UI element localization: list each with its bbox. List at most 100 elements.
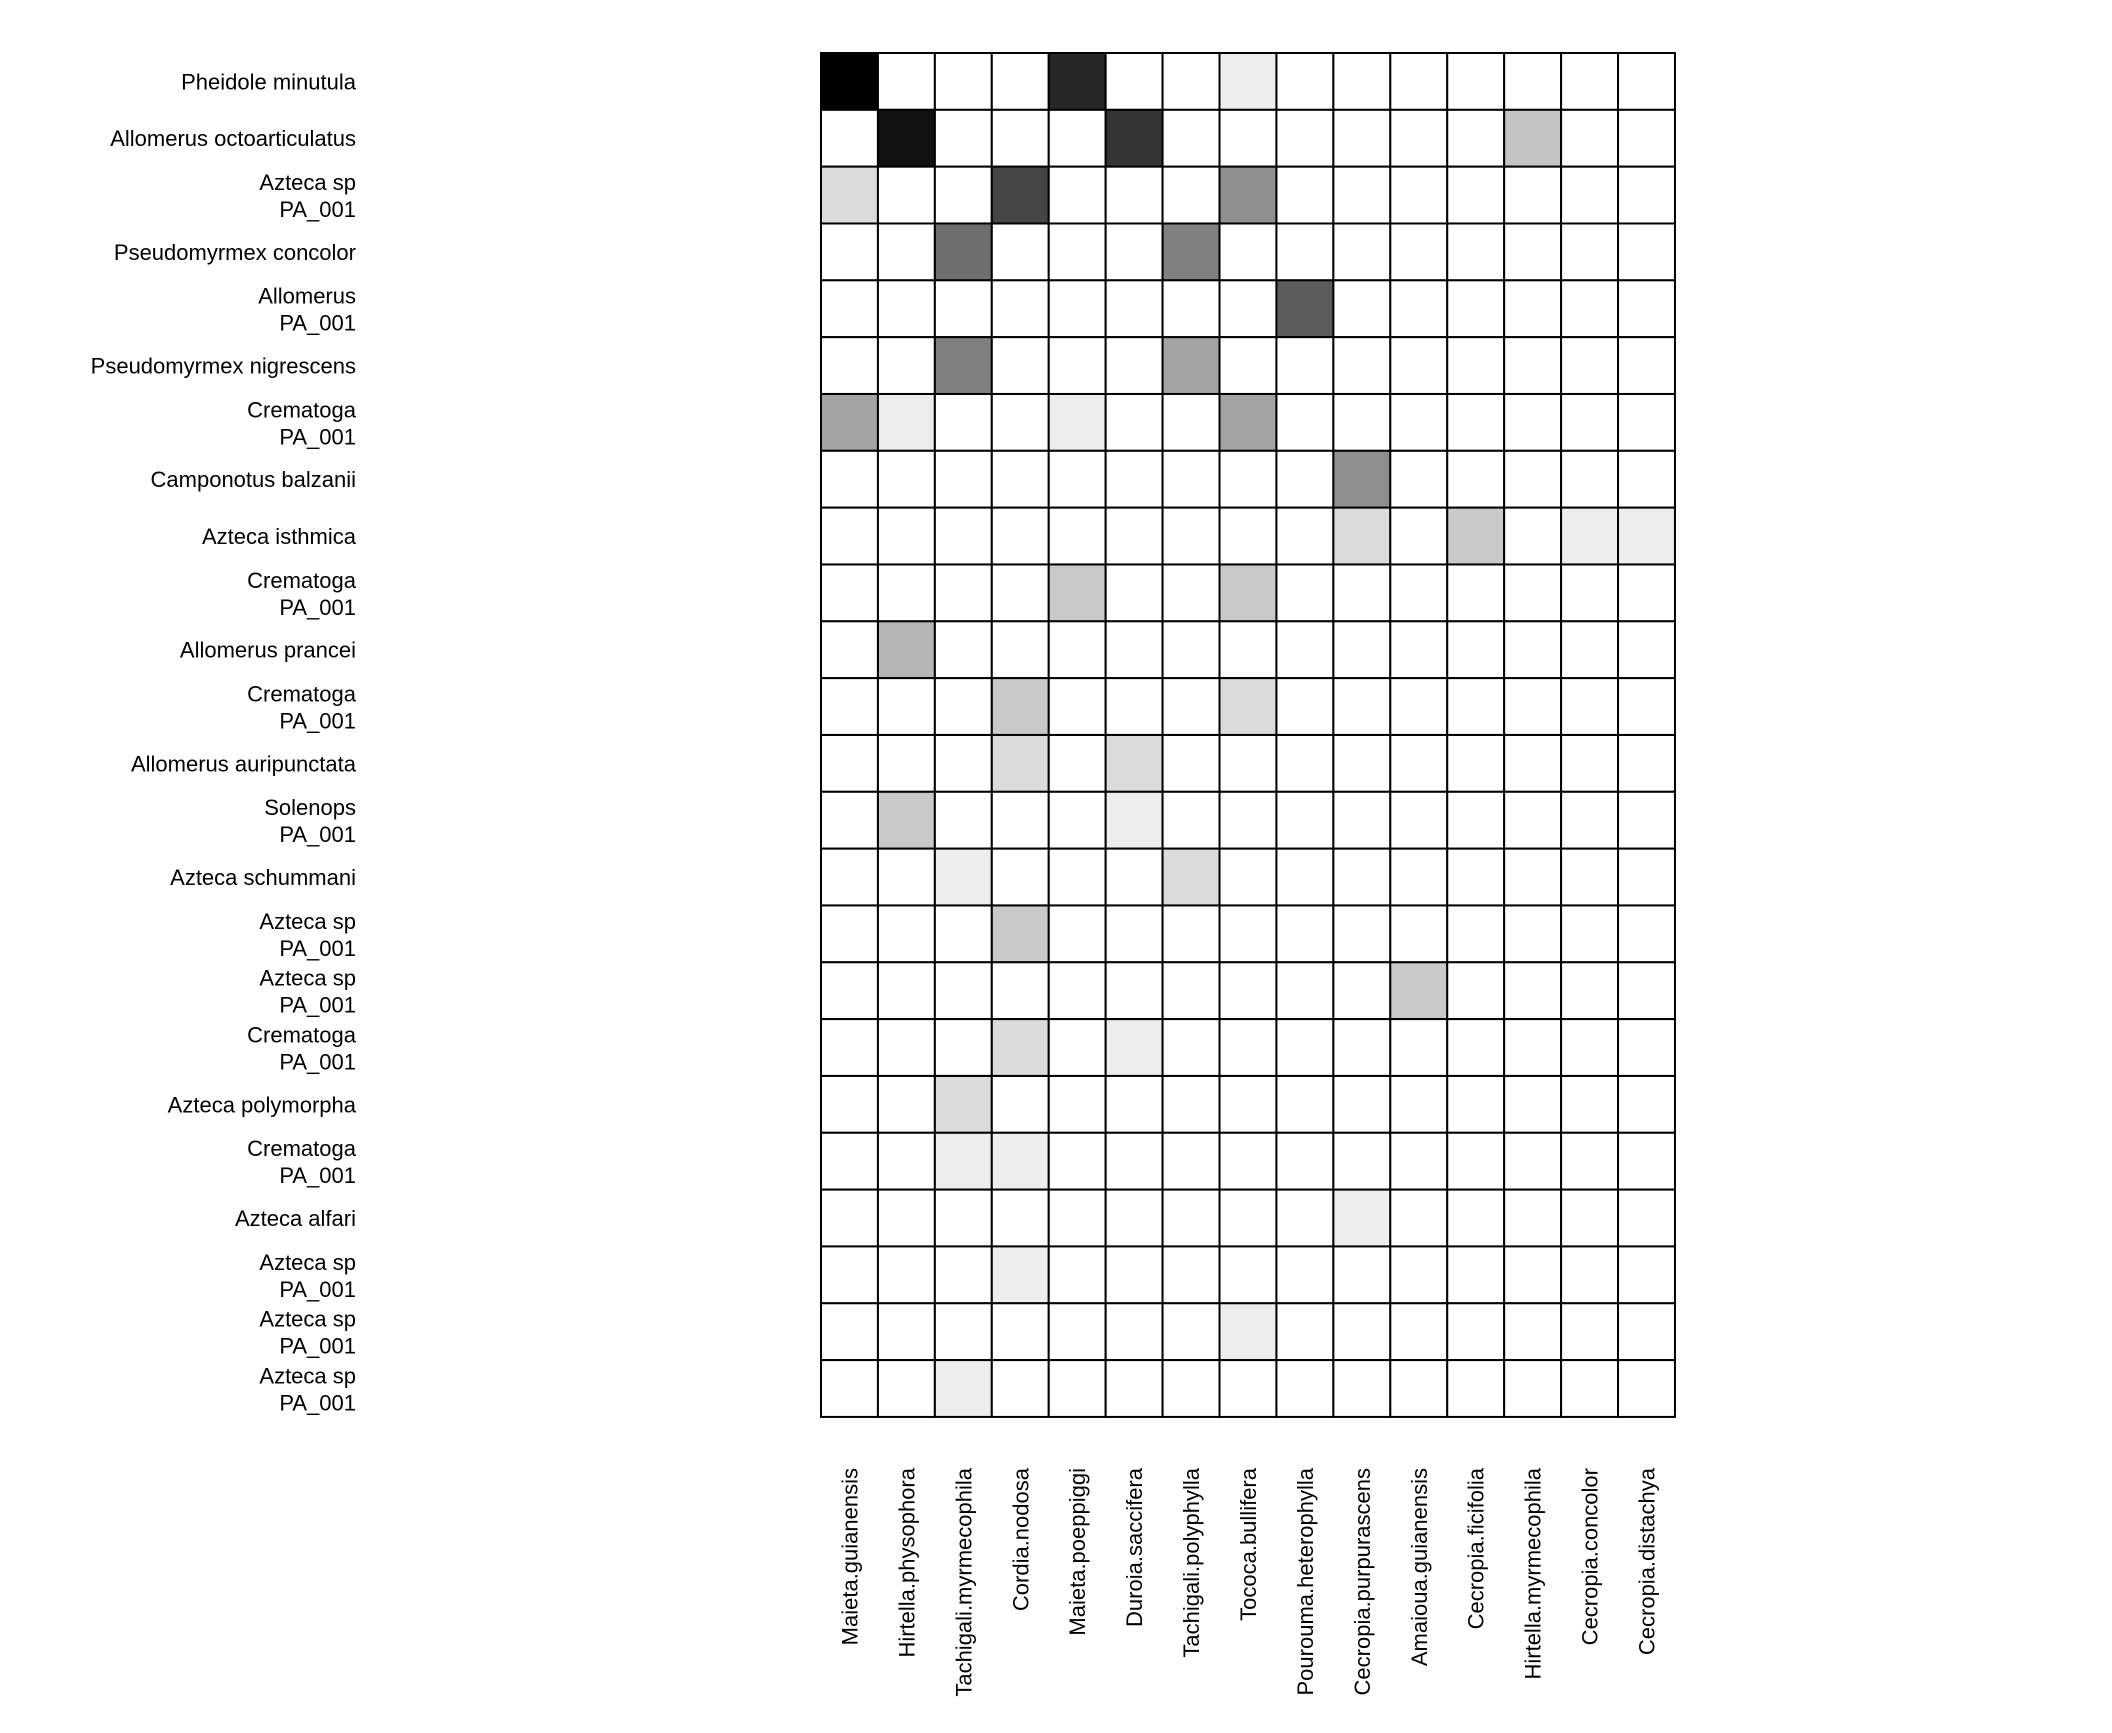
heatmap-cell-r19-c6 (1161, 1131, 1221, 1191)
row-label-line: PA_001 (279, 1334, 356, 1359)
heatmap-cell-r2-c13 (1560, 165, 1620, 225)
heatmap-cell-r6-c11 (1446, 392, 1506, 452)
row-label-line: Azteca sp (259, 1307, 356, 1332)
heatmap-cell-r9-c6 (1161, 563, 1221, 623)
heatmap-cell-r0-c7 (1218, 52, 1278, 111)
heatmap-cell-r11-c5 (1104, 677, 1164, 736)
heatmap-cell-r6-c4 (1047, 392, 1107, 452)
row-label: Allomerus octoarticulatus (110, 126, 356, 151)
heatmap-cell-r18-c9 (1332, 1074, 1392, 1134)
heatmap-cell-r11-c3 (990, 677, 1050, 736)
row-label: Camponotus balzanii (151, 467, 356, 492)
heatmap-cell-r1-c3 (990, 108, 1050, 168)
column-label: Cecropia.concolor (1578, 1468, 1603, 1645)
row-label-line: PA_001 (279, 424, 356, 449)
heatmap-cell-r14-c10 (1389, 847, 1449, 907)
heatmap-cell-r7-c10 (1389, 449, 1449, 509)
heatmap-cell-r4-c3 (990, 279, 1050, 339)
heatmap-cell-r21-c8 (1275, 1245, 1335, 1305)
heatmap-cell-r8-c7 (1218, 506, 1278, 566)
heatmap-cell-r9-c2 (933, 563, 993, 623)
row-label-line: PA_001 (279, 197, 356, 222)
column-label: Maieta.guianensis (838, 1468, 863, 1645)
heatmap-cell-r9-c13 (1560, 563, 1620, 623)
heatmap-cell-r22-c9 (1332, 1302, 1392, 1362)
heatmap-cell-r23-c5 (1104, 1359, 1164, 1418)
heatmap-cell-r6-c2 (933, 392, 993, 452)
heatmap-cell-r3-c8 (1275, 222, 1335, 282)
column-label: Tachigali.polyphylla (1179, 1467, 1204, 1657)
heatmap-cell-r0-c14 (1617, 52, 1676, 111)
row-label: Solenops PA_001 (264, 795, 356, 847)
heatmap-cell-r8-c9 (1332, 506, 1392, 566)
heatmap-cell-r12-c12 (1503, 733, 1563, 793)
heatmap-cell-r14-c7 (1218, 847, 1278, 907)
row-label-line: Crematoga (247, 397, 357, 422)
heatmap-cell-r0-c2 (933, 52, 993, 111)
heatmap-cell-r11-c2 (933, 677, 993, 736)
heatmap-cell-r7-c5 (1104, 449, 1164, 509)
heatmap-cell-r17-c14 (1617, 1018, 1676, 1077)
heatmap-cell-r20-c2 (933, 1188, 993, 1248)
heatmap-cell-r17-c10 (1389, 1018, 1449, 1077)
heatmap-cell-r14-c5 (1104, 847, 1164, 907)
heatmap-cell-r22-c4 (1047, 1302, 1107, 1362)
heatmap-cell-r12-c7 (1218, 733, 1278, 793)
heatmap-cell-r12-c1 (876, 733, 936, 793)
heatmap-cell-r2-c4 (1047, 165, 1107, 225)
heatmap-cell-r1-c2 (933, 108, 993, 168)
heatmap-cell-r8-c10 (1389, 506, 1449, 566)
heatmap-cell-r1-c7 (1218, 108, 1278, 168)
row-label-line: PA_001 (279, 993, 356, 1018)
heatmap-cell-r19-c4 (1047, 1131, 1107, 1191)
heatmap-cell-r0-c5 (1104, 52, 1164, 111)
heatmap-cell-r23-c2 (933, 1359, 993, 1418)
row-label-line: Crematoga (247, 1136, 357, 1161)
heatmap-cell-r13-c0 (820, 790, 879, 850)
heatmap-cell-r2-c0 (820, 165, 879, 225)
heatmap-cell-r10-c8 (1275, 620, 1335, 680)
heatmap-cell-r19-c1 (876, 1131, 936, 1191)
heatmap-cell-r16-c4 (1047, 961, 1107, 1021)
heatmap-cell-r10-c14 (1617, 620, 1676, 680)
heatmap-cell-r3-c4 (1047, 222, 1107, 282)
heatmap-cell-r14-c2 (933, 847, 993, 907)
heatmap-cell-r9-c10 (1389, 563, 1449, 623)
heatmap-cell-r16-c13 (1560, 961, 1620, 1021)
heatmap-cell-r6-c6 (1161, 392, 1221, 452)
heatmap-cell-r23-c10 (1389, 1359, 1449, 1418)
row-label-line: PA_001 (279, 822, 356, 847)
heatmap-cell-r3-c2 (933, 222, 993, 282)
heatmap-cell-r1-c6 (1161, 108, 1221, 168)
heatmap-cell-r7-c11 (1446, 449, 1506, 509)
column-label: Cecropia.ficifolia (1464, 1467, 1489, 1629)
heatmap-cell-r1-c14 (1617, 108, 1676, 168)
heatmap-cell-r7-c14 (1617, 449, 1676, 509)
heatmap-cell-r13-c7 (1218, 790, 1278, 850)
heatmap-cell-r8-c11 (1446, 506, 1506, 566)
heatmap-cell-r21-c2 (933, 1245, 993, 1305)
row-label-line: Azteca sp (259, 170, 356, 195)
heatmap-cell-r8-c12 (1503, 506, 1563, 566)
heatmap-cell-r8-c1 (876, 506, 936, 566)
row-label: Allomerus auripunctata (131, 751, 357, 776)
heatmap-cell-r1-c11 (1446, 108, 1506, 168)
heatmap-cell-r8-c0 (820, 506, 879, 566)
heatmap-cell-r19-c8 (1275, 1131, 1335, 1191)
heatmap-cell-r23-c7 (1218, 1359, 1278, 1418)
heatmap-cell-r2-c8 (1275, 165, 1335, 225)
heatmap-cell-r17-c3 (990, 1018, 1050, 1077)
heatmap-cell-r10-c11 (1446, 620, 1506, 680)
heatmap-cell-r14-c1 (876, 847, 936, 907)
heatmap-cell-r6-c9 (1332, 392, 1392, 452)
heatmap-cell-r10-c10 (1389, 620, 1449, 680)
heatmap-cell-r17-c5 (1104, 1018, 1164, 1077)
heatmap-cell-r16-c3 (990, 961, 1050, 1021)
heatmap-cell-r22-c0 (820, 1302, 879, 1362)
heatmap-cell-r0-c6 (1161, 52, 1221, 111)
row-label-line: PA_001 (279, 1391, 356, 1416)
heatmap-cell-r13-c9 (1332, 790, 1392, 850)
heatmap-cell-r6-c12 (1503, 392, 1563, 452)
heatmap-cell-r4-c10 (1389, 279, 1449, 339)
